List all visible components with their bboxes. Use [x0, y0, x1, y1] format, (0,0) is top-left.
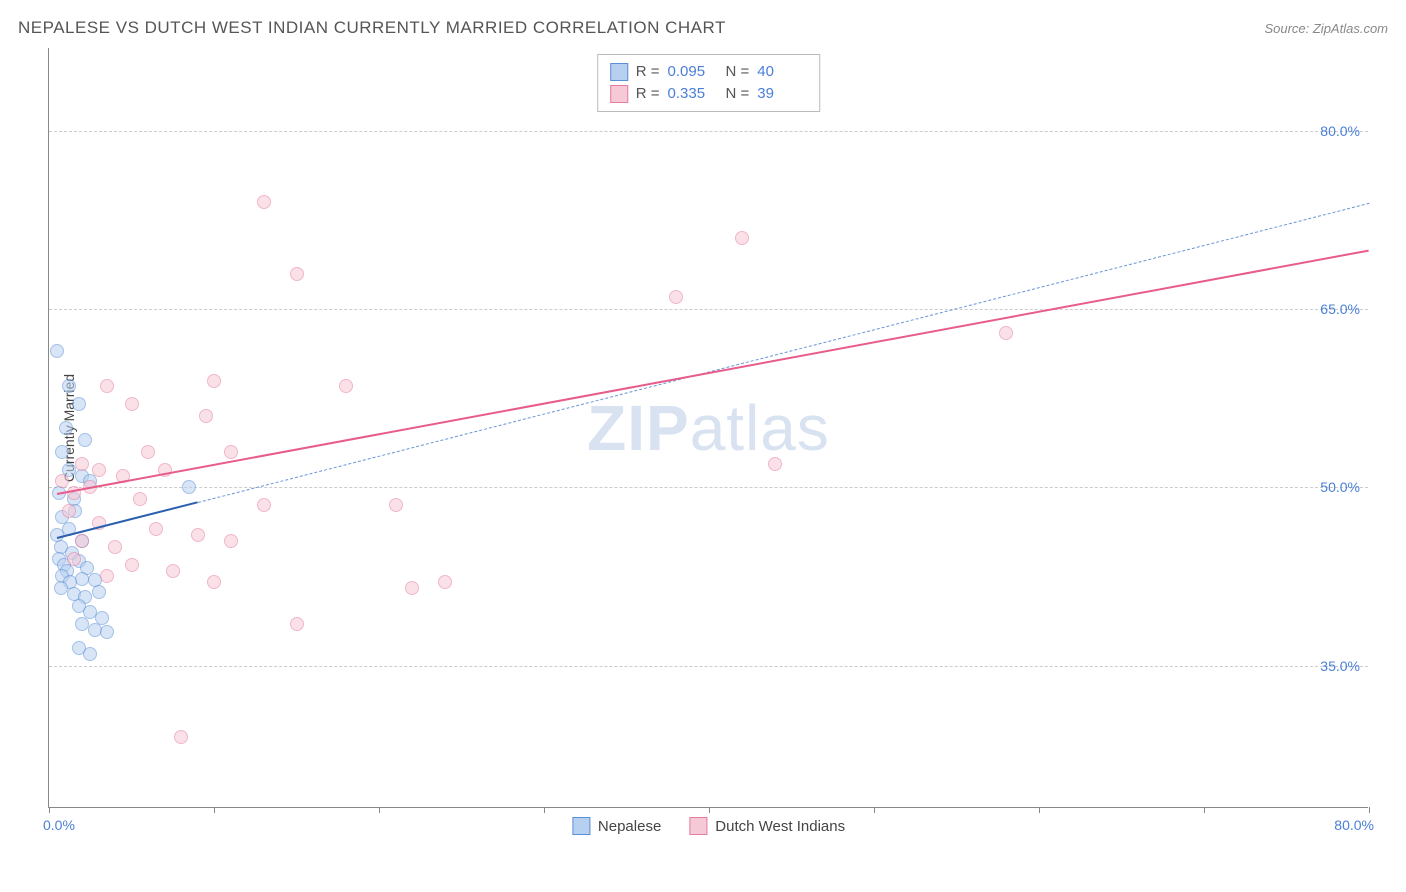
data-point	[182, 480, 196, 494]
data-point	[108, 540, 122, 554]
trend-line	[57, 250, 1369, 495]
data-point	[149, 522, 163, 536]
data-point	[174, 730, 188, 744]
stats-legend: R = 0.095 N = 40 R = 0.335 N = 39	[597, 54, 821, 112]
source-attribution: Source: ZipAtlas.com	[1264, 21, 1388, 36]
data-point	[50, 344, 64, 358]
data-point	[67, 552, 81, 566]
n-value: 39	[757, 83, 807, 105]
trend-line	[197, 202, 1369, 502]
data-point	[75, 617, 89, 631]
series-legend: Nepalese Dutch West Indians	[572, 817, 845, 835]
x-tick	[1204, 807, 1205, 813]
data-point	[257, 195, 271, 209]
x-tick	[874, 807, 875, 813]
data-point	[54, 581, 68, 595]
data-point	[75, 457, 89, 471]
data-point	[125, 397, 139, 411]
data-point	[257, 498, 271, 512]
r-label: R =	[636, 61, 660, 83]
chart-title: NEPALESE VS DUTCH WEST INDIAN CURRENTLY …	[18, 18, 726, 38]
data-point	[100, 569, 114, 583]
data-point	[405, 581, 419, 595]
data-point	[339, 379, 353, 393]
legend-swatch	[689, 817, 707, 835]
watermark: ZIPatlas	[587, 391, 830, 465]
data-point	[669, 290, 683, 304]
data-point	[78, 433, 92, 447]
data-point	[166, 564, 180, 578]
data-point	[92, 463, 106, 477]
data-point	[100, 379, 114, 393]
stats-legend-row: R = 0.335 N = 39	[610, 83, 808, 105]
x-axis-max-label: 80.0%	[1334, 817, 1374, 833]
y-tick-label: 65.0%	[1320, 301, 1360, 317]
data-point	[735, 231, 749, 245]
x-tick	[1039, 807, 1040, 813]
data-point	[133, 492, 147, 506]
gridline	[49, 309, 1368, 310]
x-tick	[49, 807, 50, 813]
data-point	[125, 558, 139, 572]
legend-label: Dutch West Indians	[715, 818, 845, 835]
data-point	[389, 498, 403, 512]
plot-area: ZIPatlas Currently Married 0.0% 80.0% R …	[48, 48, 1368, 808]
x-tick	[379, 807, 380, 813]
data-point	[768, 457, 782, 471]
x-tick	[544, 807, 545, 813]
legend-swatch	[610, 63, 628, 81]
x-tick	[214, 807, 215, 813]
data-point	[290, 617, 304, 631]
data-point	[290, 267, 304, 281]
data-point	[100, 625, 114, 639]
data-point	[199, 409, 213, 423]
n-label: N =	[726, 61, 750, 83]
x-tick	[1369, 807, 1370, 813]
data-point	[62, 379, 76, 393]
y-tick-label: 50.0%	[1320, 479, 1360, 495]
data-point	[75, 534, 89, 548]
data-point	[59, 421, 73, 435]
data-point	[141, 445, 155, 459]
legend-swatch	[572, 817, 590, 835]
data-point	[999, 326, 1013, 340]
n-value: 40	[757, 61, 807, 83]
r-value: 0.095	[668, 61, 718, 83]
data-point	[83, 647, 97, 661]
x-axis-min-label: 0.0%	[43, 817, 75, 833]
gridline	[49, 487, 1368, 488]
r-label: R =	[636, 83, 660, 105]
data-point	[207, 575, 221, 589]
data-point	[224, 534, 238, 548]
data-point	[62, 504, 76, 518]
legend-label: Nepalese	[598, 818, 661, 835]
data-point	[92, 585, 106, 599]
y-tick-label: 35.0%	[1320, 658, 1360, 674]
data-point	[72, 397, 86, 411]
legend-item: Dutch West Indians	[689, 817, 845, 835]
n-label: N =	[726, 83, 750, 105]
legend-item: Nepalese	[572, 817, 661, 835]
data-point	[224, 445, 238, 459]
gridline	[49, 131, 1368, 132]
data-point	[55, 445, 69, 459]
x-tick	[709, 807, 710, 813]
legend-swatch	[610, 85, 628, 103]
data-point	[55, 474, 69, 488]
r-value: 0.335	[668, 83, 718, 105]
stats-legend-row: R = 0.095 N = 40	[610, 61, 808, 83]
data-point	[207, 374, 221, 388]
data-point	[191, 528, 205, 542]
y-tick-label: 80.0%	[1320, 123, 1360, 139]
gridline	[49, 666, 1368, 667]
data-point	[438, 575, 452, 589]
